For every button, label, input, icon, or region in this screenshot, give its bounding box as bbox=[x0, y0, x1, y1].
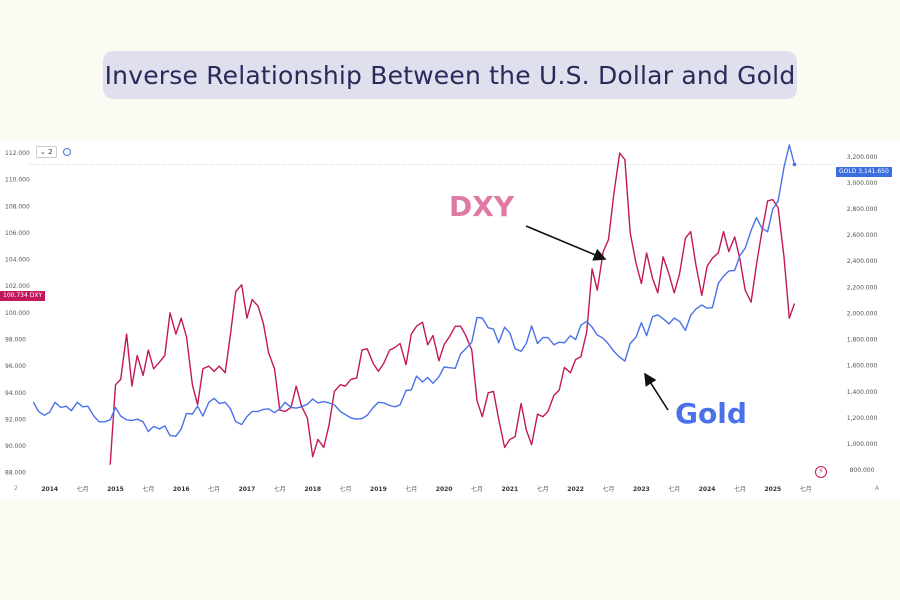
x-axis-tick-label: 七月 bbox=[208, 485, 220, 493]
x-axis-tick-label: 七月 bbox=[734, 485, 746, 493]
x-axis-tick-label: 七月 bbox=[471, 485, 483, 493]
chart-title: Inverse Relationship Between the U.S. Do… bbox=[104, 60, 796, 90]
left-axis-tick-label: 102.000 bbox=[5, 283, 30, 290]
series-line-gold bbox=[32, 144, 796, 437]
left-axis-tick-label: 106.000 bbox=[5, 230, 30, 237]
dxy-price-value: 100.734 bbox=[3, 292, 28, 299]
left-axis-tick-label: 104.000 bbox=[5, 257, 30, 264]
x-axis-tick-label: 七月 bbox=[274, 485, 286, 493]
left-axis-tick-label: 108.000 bbox=[5, 203, 30, 210]
right-axis-tick-label: 3,200.000 bbox=[847, 154, 878, 161]
settings-icon[interactable] bbox=[62, 148, 71, 156]
gold-price-tag: GOLD 3,141.650 bbox=[836, 167, 892, 177]
x-axis-tick-label: 七月 bbox=[405, 485, 417, 493]
right-axis-tick-label: 3,000.000 bbox=[847, 180, 878, 187]
corner-left-label: 2 bbox=[14, 485, 18, 492]
chart-panel bbox=[0, 140, 900, 500]
auto-scale-button[interactable]: A bbox=[875, 485, 880, 492]
x-axis-tick-label: 2023 bbox=[633, 486, 650, 493]
right-axis-tick-label: 1,600.000 bbox=[847, 363, 878, 370]
interval-selector[interactable]: ⌄ 2 bbox=[36, 146, 57, 158]
left-axis-tick-label: 94.000 bbox=[5, 390, 26, 397]
x-axis-tick-label: 2018 bbox=[304, 486, 321, 493]
x-axis-tick-label: 七月 bbox=[77, 485, 89, 493]
dxy-price-symbol: DXY bbox=[29, 292, 43, 299]
right-axis-tick-label: 1,200.000 bbox=[847, 415, 878, 422]
right-axis-tick-label: 1,800.000 bbox=[847, 337, 878, 344]
left-axis-tick-label: 96.000 bbox=[5, 363, 26, 370]
x-axis-tick-label: 2020 bbox=[436, 486, 453, 493]
right-axis-tick-label: 2,800.000 bbox=[847, 206, 878, 213]
x-axis-tick-label: 2021 bbox=[502, 486, 519, 493]
right-axis-tick-label: 1,400.000 bbox=[847, 389, 878, 396]
dxy-annotation: DXY bbox=[449, 190, 515, 223]
x-axis-tick-label: 七月 bbox=[602, 485, 614, 493]
gold-annotation: Gold bbox=[675, 397, 747, 430]
left-axis-tick-label: 88.000 bbox=[5, 470, 26, 477]
left-axis-tick-label: 100.000 bbox=[5, 310, 30, 317]
left-axis-tick-label: 90.000 bbox=[5, 443, 26, 450]
x-axis-tick-label: 2015 bbox=[107, 486, 124, 493]
x-axis-tick-label: 七月 bbox=[537, 485, 549, 493]
x-axis-tick-label: 2025 bbox=[764, 486, 781, 493]
x-axis-tick-label: 七月 bbox=[668, 485, 680, 493]
gold-price-value: 3,141.650 bbox=[858, 168, 889, 175]
right-axis-tick-label: 2,200.000 bbox=[847, 284, 878, 291]
right-axis-tick-label: 800.000 bbox=[850, 467, 875, 474]
right-axis-tick-label: 2,000.000 bbox=[847, 310, 878, 317]
right-axis-tick-label: 2,400.000 bbox=[847, 258, 878, 265]
left-axis-tick-label: 112.000 bbox=[5, 150, 30, 157]
dxy-price-tag: 100.734 DXY bbox=[0, 291, 46, 301]
x-axis-tick-label: 七月 bbox=[340, 485, 352, 493]
lightning-icon[interactable]: ⚡ bbox=[815, 466, 827, 478]
left-axis-tick-label: 98.000 bbox=[5, 336, 26, 343]
series-line-dxy bbox=[109, 152, 796, 465]
chart-toolbar: ⌄ 2 bbox=[36, 145, 71, 159]
x-axis-tick-label: 2019 bbox=[370, 486, 387, 493]
x-axis-tick-label: 七月 bbox=[142, 485, 154, 493]
right-axis-tick-label: 2,600.000 bbox=[847, 232, 878, 239]
title-banner: Inverse Relationship Between the U.S. Do… bbox=[103, 51, 797, 99]
dxy-arrow bbox=[525, 225, 607, 261]
right-axis-tick-label: 1,000.000 bbox=[847, 441, 878, 448]
x-axis-tick-label: 2017 bbox=[239, 486, 256, 493]
x-axis-tick-label: 七月 bbox=[800, 485, 812, 493]
gold-arrow bbox=[644, 372, 669, 411]
x-axis-tick-label: 2022 bbox=[567, 486, 584, 493]
gold-price-symbol: GOLD bbox=[839, 168, 857, 175]
left-axis-tick-label: 110.000 bbox=[5, 177, 30, 184]
x-axis-tick-label: 2016 bbox=[173, 486, 190, 493]
x-axis-tick-label: 2014 bbox=[41, 486, 58, 493]
gold-last-point bbox=[792, 162, 797, 167]
x-axis-tick-label: 2024 bbox=[699, 486, 716, 493]
left-axis-tick-label: 92.000 bbox=[5, 416, 26, 423]
